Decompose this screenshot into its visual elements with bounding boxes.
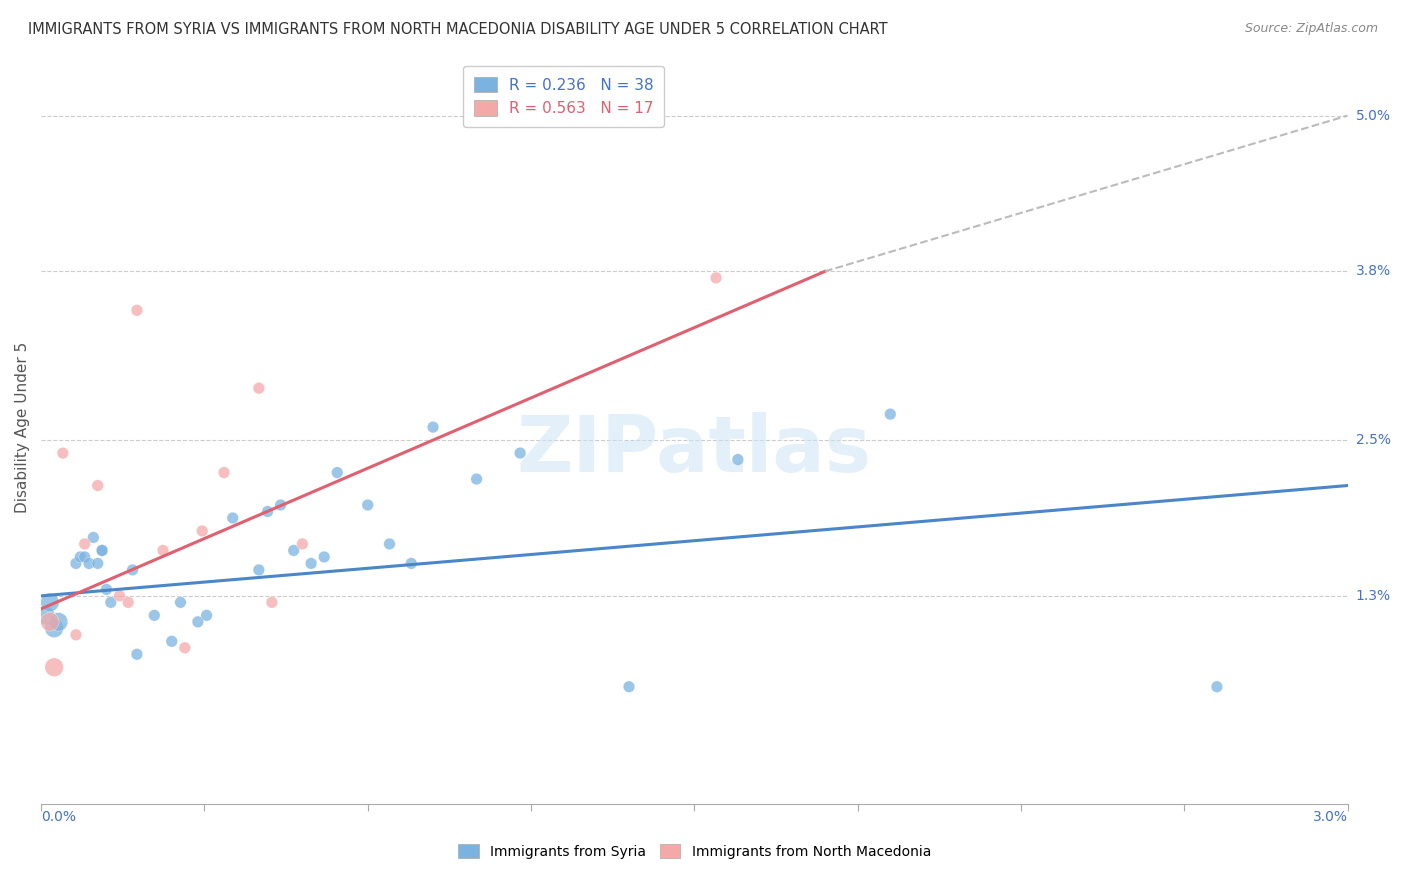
Point	[34, 608, 56, 623]
Text: 5.0%: 5.0%	[1355, 109, 1391, 122]
Point	[270, 498, 292, 512]
Text: 3.0%: 3.0%	[1313, 810, 1347, 824]
Point	[117, 595, 139, 609]
Point	[191, 524, 214, 538]
Point	[65, 628, 87, 642]
Point	[38, 595, 60, 609]
Point	[291, 537, 314, 551]
Point	[378, 537, 401, 551]
Point	[187, 615, 209, 629]
Point	[299, 557, 322, 571]
Point	[48, 615, 70, 629]
Point	[314, 549, 336, 564]
Point	[125, 303, 148, 318]
Point	[125, 647, 148, 661]
Point	[173, 640, 195, 655]
Point	[87, 557, 110, 571]
Text: 0.0%: 0.0%	[41, 810, 76, 824]
Point	[44, 660, 66, 674]
Point	[69, 549, 91, 564]
Text: ZIPatlas: ZIPatlas	[517, 412, 872, 488]
Point	[100, 595, 122, 609]
Point	[247, 563, 270, 577]
Point	[52, 446, 75, 460]
Point	[422, 420, 444, 434]
Point	[160, 634, 183, 648]
Point	[1206, 680, 1229, 694]
Point	[152, 543, 174, 558]
Legend: R = 0.236   N = 38, R = 0.563   N = 17: R = 0.236 N = 38, R = 0.563 N = 17	[463, 66, 664, 127]
Point	[82, 531, 104, 545]
Text: Source: ZipAtlas.com: Source: ZipAtlas.com	[1244, 22, 1378, 36]
Point	[73, 537, 96, 551]
Point	[91, 543, 114, 558]
Point	[222, 511, 245, 525]
Text: 3.8%: 3.8%	[1355, 264, 1391, 278]
Point	[44, 621, 66, 635]
Point	[357, 498, 380, 512]
Point	[465, 472, 488, 486]
Point	[617, 680, 640, 694]
Point	[65, 557, 87, 571]
Text: IMMIGRANTS FROM SYRIA VS IMMIGRANTS FROM NORTH MACEDONIA DISABILITY AGE UNDER 5 : IMMIGRANTS FROM SYRIA VS IMMIGRANTS FROM…	[28, 22, 887, 37]
Point	[727, 452, 749, 467]
Point	[169, 595, 191, 609]
Point	[509, 446, 531, 460]
Point	[73, 549, 96, 564]
Point	[121, 563, 143, 577]
Point	[195, 608, 218, 623]
Y-axis label: Disability Age Under 5: Disability Age Under 5	[15, 342, 30, 513]
Text: 2.5%: 2.5%	[1355, 434, 1391, 447]
Point	[96, 582, 118, 597]
Point	[87, 478, 110, 492]
Point	[260, 595, 283, 609]
Point	[326, 466, 349, 480]
Text: 1.3%: 1.3%	[1355, 589, 1391, 603]
Point	[401, 557, 423, 571]
Point	[283, 543, 305, 558]
Point	[108, 589, 131, 603]
Point	[38, 615, 60, 629]
Point	[212, 466, 235, 480]
Point	[77, 557, 100, 571]
Point	[247, 381, 270, 395]
Point	[256, 504, 278, 518]
Point	[704, 270, 727, 285]
Point	[879, 407, 901, 421]
Point	[91, 543, 114, 558]
Point	[143, 608, 166, 623]
